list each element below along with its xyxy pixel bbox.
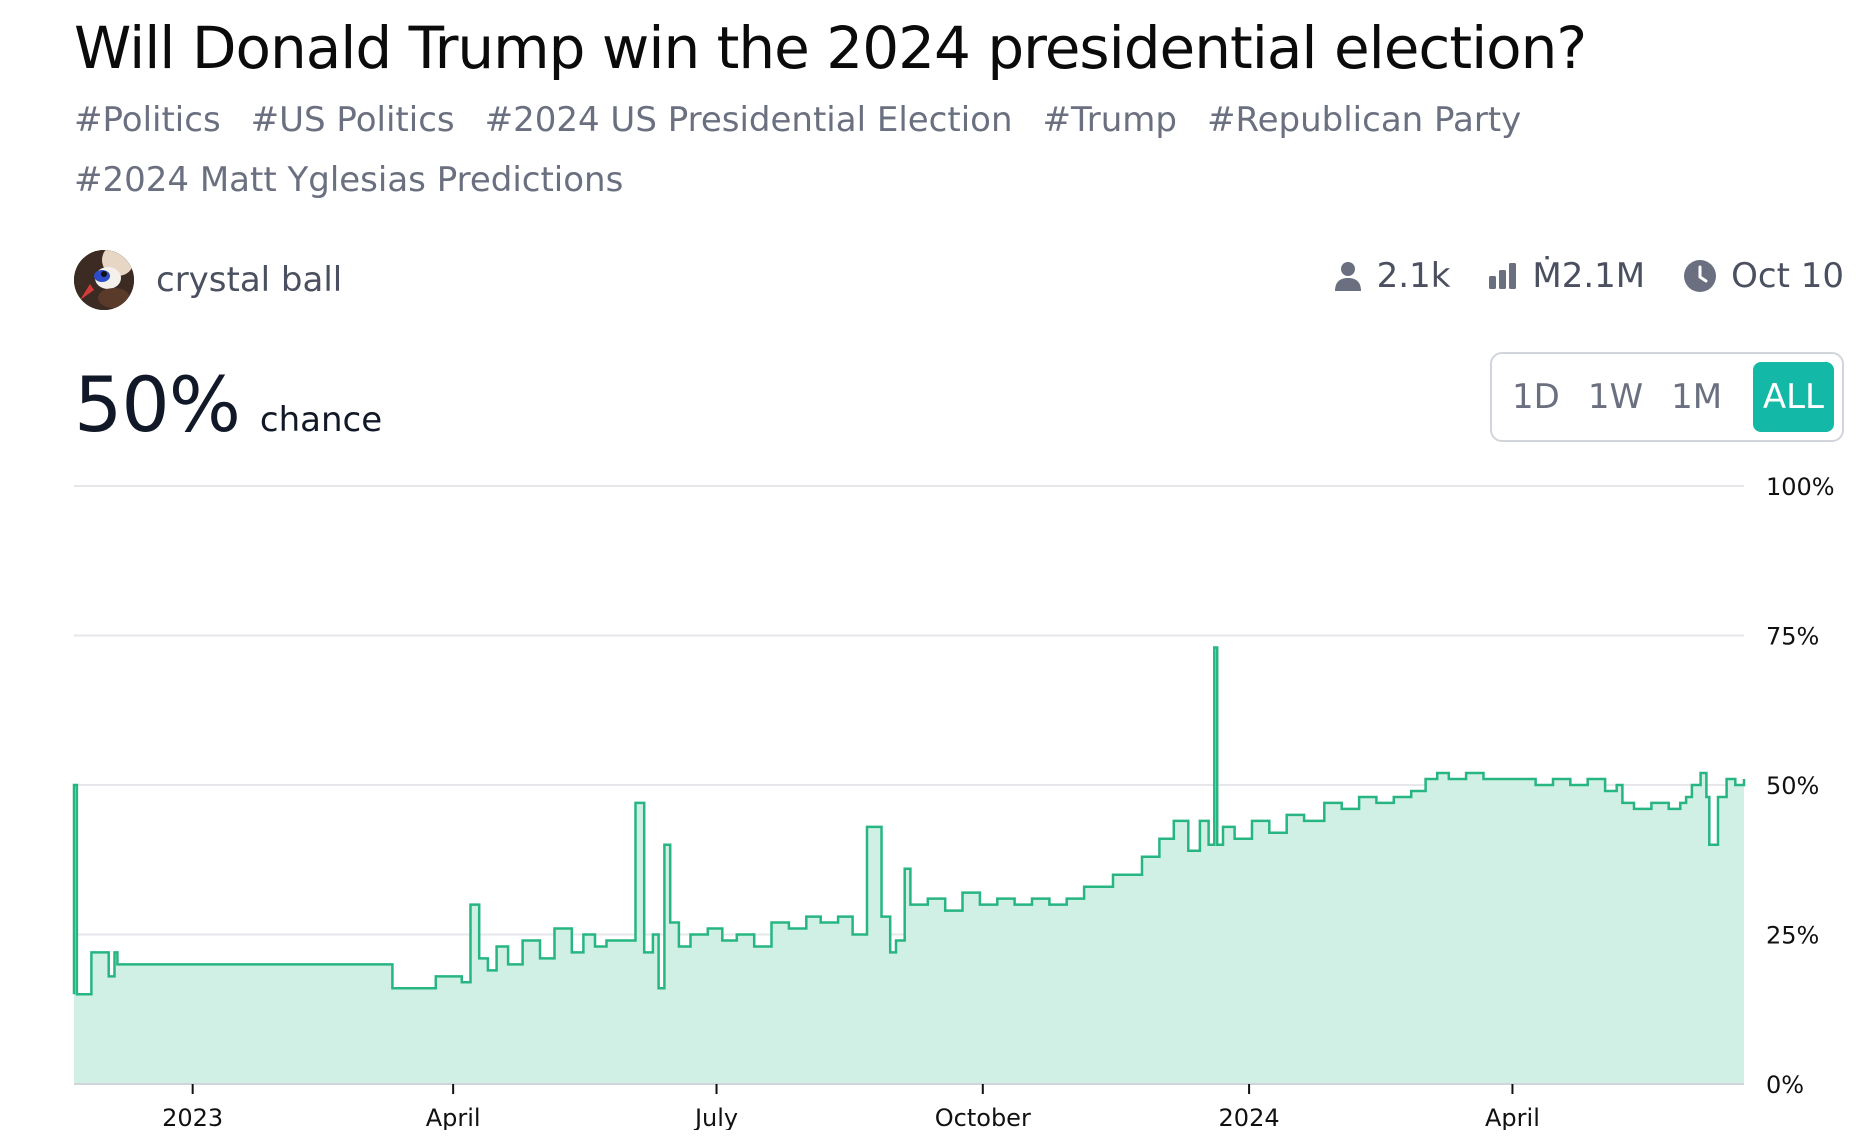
y-tick-label: 50% [1766, 772, 1819, 800]
close-date: Oct 10 [1731, 256, 1844, 296]
avatar[interactable] [74, 250, 134, 310]
tag-republican-party[interactable]: #Republican Party [1207, 100, 1522, 140]
time-range-selector: 1D 1W 1M ALL [1490, 352, 1844, 442]
x-tick-label: October [935, 1104, 1031, 1130]
market-stats: 2.1k Ṁ2.1M Oct 10 [1333, 256, 1844, 296]
probability-display: 50% chance [74, 360, 382, 449]
author-info: crystal ball [74, 250, 342, 310]
series-area [74, 647, 1744, 1084]
bird-avatar-icon [74, 250, 134, 310]
close-date-stat: Oct 10 [1683, 256, 1844, 296]
traders-stat: 2.1k [1333, 256, 1451, 296]
x-tick-label: July [693, 1104, 738, 1130]
tag-list: #Politics #US Politics #2024 US Presiden… [74, 100, 1534, 200]
market-title: Will Donald Trump win the 2024 president… [74, 14, 1587, 82]
range-all-button[interactable]: ALL [1752, 362, 1834, 432]
x-tick-label: 2024 [1219, 1104, 1280, 1130]
clock-icon [1684, 260, 1717, 292]
author-name[interactable]: crystal ball [156, 260, 343, 300]
tag-2024-us-presidential-election[interactable]: #2024 US Presidential Election [484, 100, 1013, 140]
probability-value: 50% [74, 360, 241, 449]
volume-stat: Ṁ2.1M [1488, 256, 1645, 296]
x-tick-label: April [426, 1104, 481, 1130]
y-tick-label: 100% [1766, 473, 1835, 501]
y-tick-label: 25% [1766, 922, 1819, 950]
probability-chart[interactable]: 0% 25% 50% 75% 100% 2023 April July October 2024 A… [0, 460, 1856, 1130]
series-line [72, 646, 1746, 996]
volume-amount: Ṁ2.1M [1532, 256, 1646, 296]
bar-chart-icon [1489, 263, 1517, 289]
tag-politics[interactable]: #Politics [74, 100, 221, 140]
probability-label: chance [259, 400, 383, 440]
y-tick-label: 0% [1766, 1071, 1804, 1099]
traders-count: 2.1k [1376, 256, 1451, 296]
range-1m-button[interactable]: 1M [1671, 377, 1723, 417]
tag-matt-yglesias-predictions[interactable]: #2024 Matt Yglesias Predictions [74, 160, 624, 200]
y-tick-label: 75% [1766, 623, 1819, 651]
range-1w-button[interactable]: 1W [1587, 377, 1644, 417]
range-1d-button[interactable]: 1D [1512, 377, 1560, 417]
x-tick-label: April [1485, 1104, 1540, 1130]
tag-us-politics[interactable]: #US Politics [250, 100, 455, 140]
user-icon [1334, 262, 1361, 291]
x-tick-label: 2023 [162, 1104, 223, 1130]
tag-trump[interactable]: #Trump [1042, 100, 1178, 140]
